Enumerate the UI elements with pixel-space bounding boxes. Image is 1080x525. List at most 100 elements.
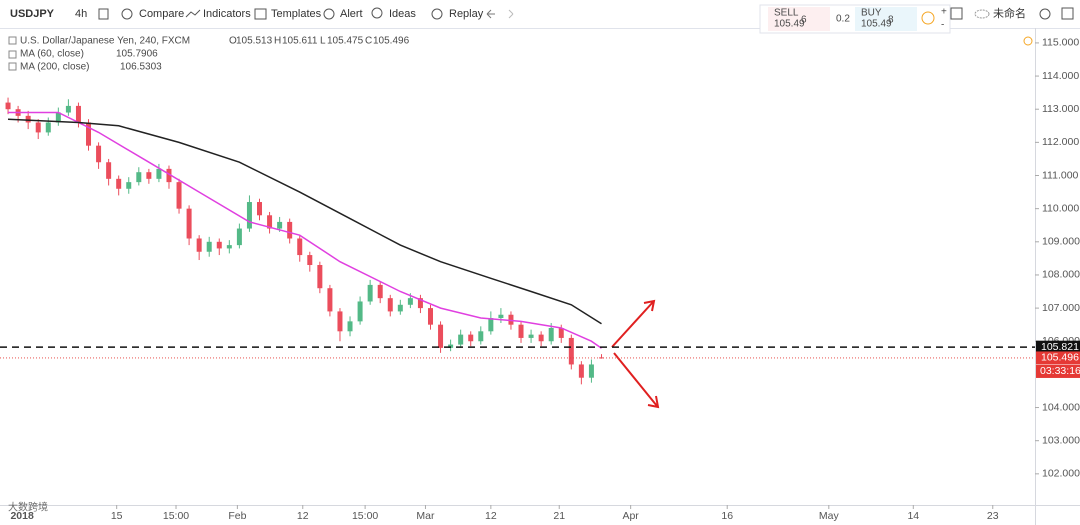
settings-icon[interactable] [1039,8,1051,20]
ohlc-label: L [320,36,326,47]
replay-icon[interactable] [431,8,443,20]
candle-body [277,221,283,229]
candle-body [488,318,494,332]
warning-icon[interactable] [1023,36,1033,46]
x-tick-label: 14 [907,510,919,522]
candle-body [548,327,554,342]
candle-body [518,324,524,338]
candle-body [206,241,212,252]
info-icon[interactable] [921,11,935,25]
candle-body [96,145,102,163]
indicators-icon[interactable] [185,9,201,18]
buy-button[interactable] [855,7,917,31]
candle-body [25,115,31,123]
candle-body [478,331,484,342]
alert-button[interactable]: Alert [340,8,363,20]
compare-icon[interactable] [121,8,133,20]
candle-body [397,304,403,312]
ohlc-value: 105.611 [282,36,318,47]
templates-icon[interactable] [254,8,267,20]
plus-icon[interactable]: + [941,7,947,18]
candle-body [186,208,192,239]
price-label-box [1036,340,1080,354]
x-tick-label: 21 [553,510,565,522]
candle-body [236,228,242,246]
y-tick-label: 102.000 [1042,468,1080,480]
x-tick-label: 23 [987,510,999,522]
y-tick-label: 115.000 [1042,37,1079,49]
spread: 0.2 [836,14,850,25]
ohlc-value: 105.475 [327,36,364,47]
candle-body [86,122,92,146]
candle-body [35,122,41,133]
legend-series-name: MA (200, close) [20,62,89,73]
fullscreen-icon[interactable] [1061,7,1074,20]
layout-icon[interactable] [950,7,963,20]
minus-icon[interactable]: - [941,20,944,31]
candle-body [257,202,263,216]
alert-icon[interactable] [323,8,335,20]
legend-icon [8,36,17,45]
candle-body [498,314,504,319]
candle-body [387,298,393,312]
undo-icon[interactable] [486,9,495,19]
redo-icon[interactable] [508,9,514,19]
sell-pip: 6 [801,15,807,26]
buy-price: 105.49 [861,19,892,30]
ma-line [8,111,602,349]
indicators-button[interactable]: Indicators [203,8,251,20]
x-tick-label: Feb [228,510,246,522]
y-tick-label: 114.000 [1042,70,1079,82]
interval[interactable]: 4h [75,8,87,20]
up-arrow [611,299,656,348]
candle-body [367,284,373,302]
x-tick-label: May [819,510,840,522]
x-tick-label: 12 [297,510,309,522]
ohlc-label: O [229,36,237,47]
down-arrow [613,352,660,409]
candle-body [55,112,61,123]
ideas-button[interactable]: Ideas [389,8,416,20]
candle-body [287,221,293,239]
x-tick-label: Apr [622,510,639,522]
x-tick-label: 16 [721,510,733,522]
candle-body [588,364,594,378]
compare-button[interactable]: Compare [139,8,184,20]
y-tick-label: 113.000 [1042,103,1079,115]
replay-button[interactable]: Replay [449,8,484,20]
candle-body [156,168,162,179]
templates-button[interactable]: Templates [271,8,322,20]
chart-type-icon[interactable] [98,8,109,20]
layout-name[interactable]: 未命名 [993,6,1026,20]
candle-body [196,238,202,252]
ohlc-value: 105.513 [236,36,273,47]
ideas-icon[interactable] [371,7,383,19]
legend-icon [8,62,17,71]
legend-series-value: 106.5303 [120,62,162,73]
candle-body [176,182,182,209]
candle-body [307,255,313,266]
legend-icon [8,50,17,59]
symbol[interactable]: USDJPY [10,8,55,20]
cloud-icon[interactable] [974,9,990,19]
sell-price: 105.49 [774,19,805,30]
candle-body [317,265,323,289]
plot [5,97,604,385]
candle-body [427,308,433,325]
y-tick-label: 107.000 [1042,302,1080,314]
sell-button[interactable] [768,7,830,31]
ma-line [7,118,602,325]
countdown: 03:33:16 [1040,365,1080,377]
candle-body [5,102,11,110]
candle-body [116,178,122,189]
candle-body [45,122,51,133]
legend: U.S. Dollar/Japanese Yen, 240, FXCM O 10… [8,36,1033,73]
price-label: 105.496 [1041,352,1079,364]
y-tick-label: 108.000 [1042,269,1080,281]
buy-label: BUY [861,8,882,19]
candle-body [226,245,232,249]
candle-body [468,334,474,342]
candle-body [267,215,273,229]
